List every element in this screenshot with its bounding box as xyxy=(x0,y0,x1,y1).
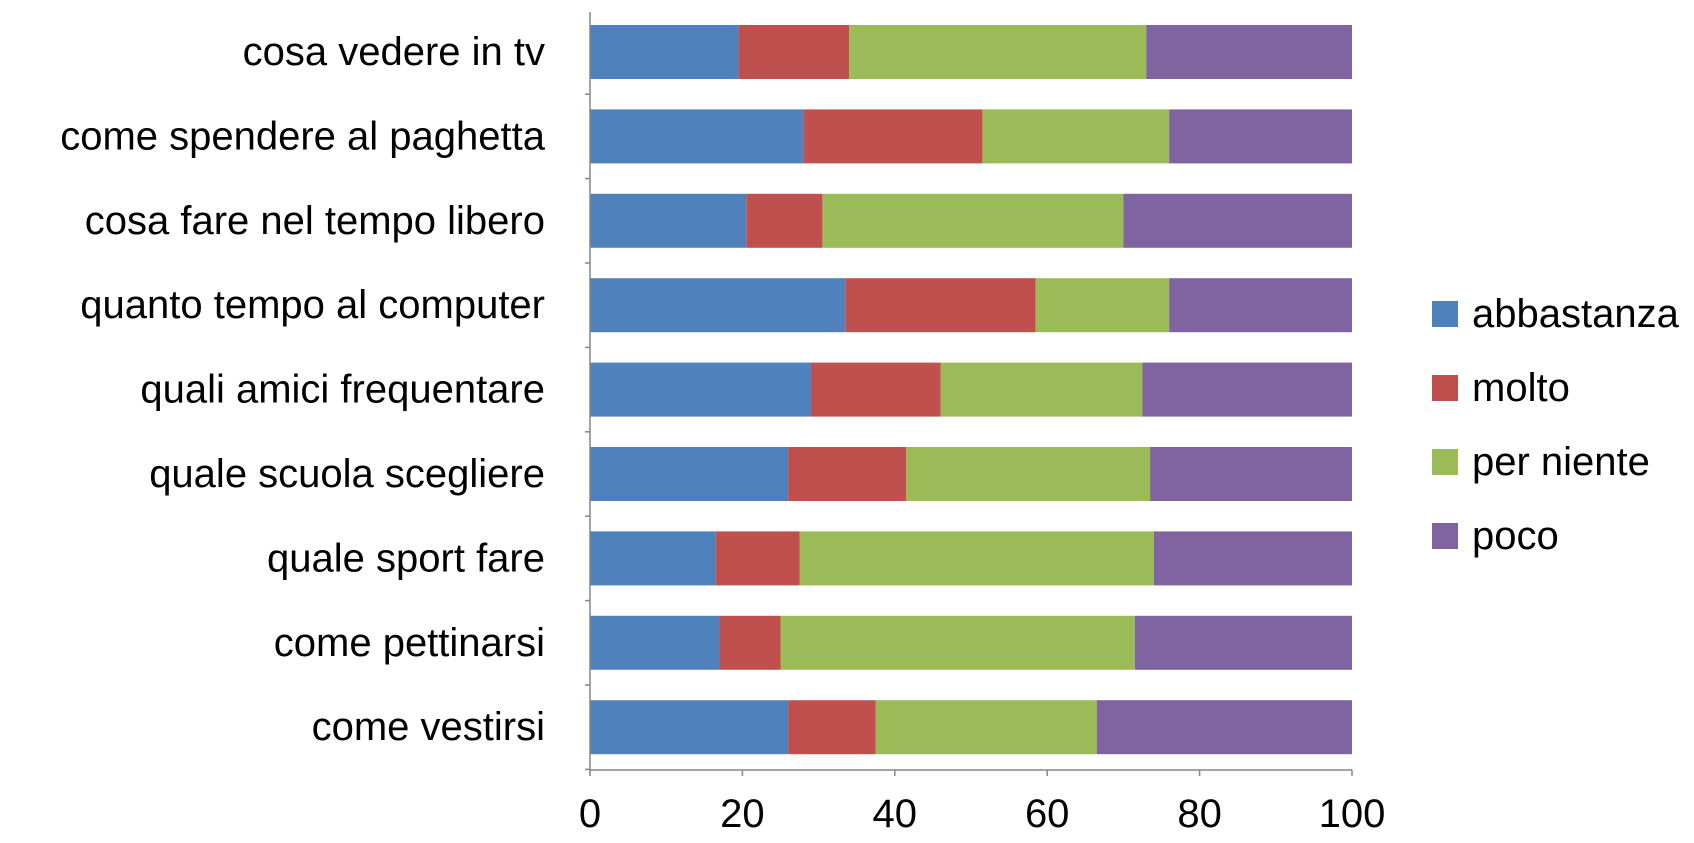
bar-8-per-niente xyxy=(780,615,1135,670)
legend-label: per niente xyxy=(1472,440,1650,484)
category-label: cosa fare nel tempo libero xyxy=(85,199,545,243)
bar-9-poco xyxy=(1096,700,1352,755)
category-label: come spendere al paghetta xyxy=(60,114,546,158)
bar-4-per-niente xyxy=(1035,278,1170,333)
bar-1-per-niente xyxy=(849,25,1147,79)
legend-swatch-molto xyxy=(1432,375,1458,401)
bar-2-per-niente xyxy=(982,109,1170,164)
category-label: quanto tempo al computer xyxy=(80,283,545,327)
bar-5-per-niente xyxy=(940,362,1143,417)
bar-2-abbastanza xyxy=(590,109,804,164)
bar-4-poco xyxy=(1169,278,1352,333)
bar-6-molto xyxy=(788,447,907,501)
bar-3-poco xyxy=(1123,193,1352,248)
bar-1-abbastanza xyxy=(590,25,739,79)
bar-3-per-niente xyxy=(822,193,1124,248)
bar-3-molto xyxy=(746,193,823,248)
axes-group xyxy=(585,12,1353,776)
bar-1-poco xyxy=(1146,25,1352,79)
category-labels: cosa vedere in tv come spendere al paghet… xyxy=(60,30,546,749)
bar-6-abbastanza xyxy=(590,447,789,501)
legend-swatch-per-niente xyxy=(1432,449,1458,475)
category-label: quale sport fare xyxy=(267,536,545,580)
bar-7-poco xyxy=(1153,531,1352,586)
bar-4-molto xyxy=(845,278,1036,333)
bar-7-abbastanza xyxy=(590,531,716,586)
bar-4-abbastanza xyxy=(590,278,846,333)
bar-8-molto xyxy=(719,615,781,670)
bars-group xyxy=(590,25,1352,755)
bar-6-per-niente xyxy=(906,447,1151,501)
category-label: come vestirsi xyxy=(312,705,545,749)
category-label: come pettinarsi xyxy=(274,621,545,665)
x-tick-label: 100 xyxy=(1319,792,1386,836)
bar-2-molto xyxy=(803,109,983,164)
bar-8-poco xyxy=(1134,615,1352,670)
x-tick-labels: 0 20 40 60 80 100 xyxy=(579,792,1386,836)
bar-7-molto xyxy=(715,531,800,586)
x-tick-label: 20 xyxy=(720,792,765,836)
bar-6-poco xyxy=(1150,447,1352,501)
bar-1-molto xyxy=(738,25,850,79)
x-tick-label: 40 xyxy=(873,792,918,836)
legend-swatch-abbastanza xyxy=(1432,301,1458,327)
legend-label: molto xyxy=(1472,366,1570,410)
bar-8-abbastanza xyxy=(590,615,720,670)
bar-5-poco xyxy=(1142,362,1352,417)
category-label: quale scuola scegliere xyxy=(149,452,545,496)
legend-label: abbastanza xyxy=(1472,292,1680,336)
bar-9-molto xyxy=(788,700,876,755)
category-label: quali amici frequentare xyxy=(140,368,545,412)
bar-3-abbastanza xyxy=(590,193,747,248)
bar-7-per-niente xyxy=(799,531,1154,586)
bar-5-molto xyxy=(810,362,941,417)
bar-5-abbastanza xyxy=(590,362,811,417)
legend: abbastanza molto per niente poco xyxy=(1432,292,1680,558)
x-tick-label: 0 xyxy=(579,792,601,836)
bar-2-poco xyxy=(1169,109,1352,164)
bar-9-abbastanza xyxy=(590,700,789,755)
bar-9-per-niente xyxy=(875,700,1097,755)
legend-swatch-poco xyxy=(1432,523,1458,549)
x-tick-label: 80 xyxy=(1177,792,1222,836)
legend-label: poco xyxy=(1472,514,1559,558)
category-label: cosa vedere in tv xyxy=(243,30,545,74)
x-tick-label: 60 xyxy=(1025,792,1070,836)
